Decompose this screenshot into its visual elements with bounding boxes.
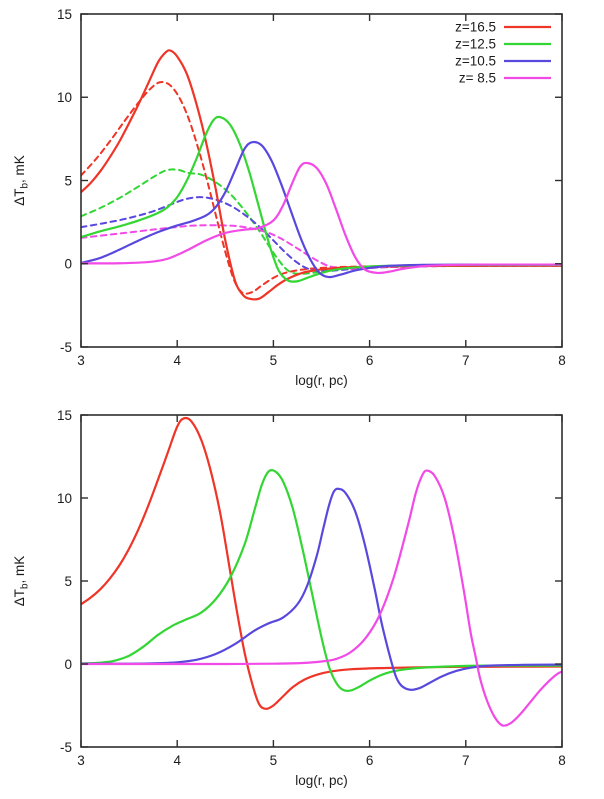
- y-tick-label: -5: [60, 740, 72, 755]
- curve-bottom-s2-solid: [81, 487, 562, 691]
- x-axis-label: log(r, pc): [295, 773, 348, 788]
- legend-label: z= 8.5: [459, 71, 496, 86]
- curve-top-s3-dashed: [81, 224, 562, 270]
- y-tick-label: 5: [64, 173, 72, 188]
- legend: z=16.5 z=12.5 z=10.5 z= 8.5: [455, 20, 551, 86]
- y-tick-label: 0: [64, 257, 72, 272]
- curve-bottom-s3-solid: [81, 469, 562, 727]
- x-tick-label: 6: [366, 353, 374, 368]
- x-axis-label: log(r, pc): [295, 373, 348, 388]
- bottom-panel: 3 4 5 6 7 8 -5 0 5 10 15 log(r, pc) ΔTb, mK: [12, 408, 566, 788]
- x-tick-label: 7: [462, 353, 470, 368]
- curve-bottom-s0-solid: [81, 416, 562, 710]
- y-axis-label: ΔTb, mK: [12, 556, 31, 607]
- y-tick-label: 0: [64, 657, 72, 672]
- legend-label: z=10.5: [455, 54, 496, 69]
- x-tick-label: 6: [366, 753, 374, 768]
- curve-bottom-s1-solid: [81, 468, 562, 693]
- y-tick-label: 15: [57, 7, 72, 22]
- x-tick-label: 8: [558, 753, 566, 768]
- y-tick-label: 15: [57, 408, 72, 423]
- x-tick-label: 4: [173, 753, 181, 768]
- x-tick-label: 3: [77, 353, 85, 368]
- curve-top-s2-dashed: [81, 196, 562, 273]
- bottom-curves: [81, 416, 562, 727]
- x-tick-label: 8: [558, 353, 566, 368]
- y-tick-label: -5: [60, 340, 72, 355]
- legend-label: z=16.5: [455, 20, 496, 35]
- x-tick-label: 4: [173, 353, 181, 368]
- x-tick-label: 5: [270, 353, 278, 368]
- bottom-frame: [80, 414, 563, 748]
- curve-top-s5-solid: [81, 115, 562, 283]
- y-tick-label: 10: [57, 90, 72, 105]
- top-curves: [81, 49, 562, 301]
- curve-top-s6-solid: [81, 140, 562, 279]
- y-axis-label: ΔTb, mK: [12, 155, 31, 206]
- legend-label: z=12.5: [455, 37, 496, 52]
- x-tick-label: 7: [462, 753, 470, 768]
- y-tick-label: 10: [57, 491, 72, 506]
- x-tick-label: 3: [77, 753, 85, 768]
- curve-top-s7-solid: [81, 161, 562, 275]
- y-tick-label: 5: [64, 574, 72, 589]
- curve-top-s1-dashed: [81, 168, 562, 275]
- x-tick-label: 5: [270, 753, 278, 768]
